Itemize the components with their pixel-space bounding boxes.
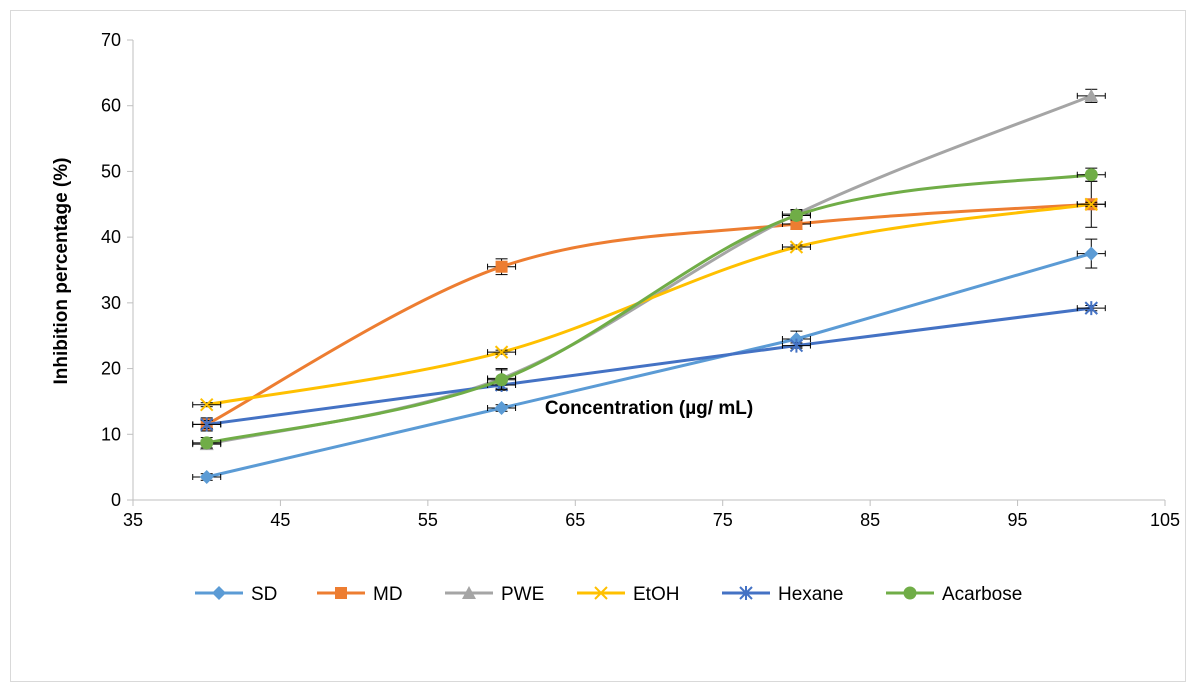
x-tick-label: 105 [1150,510,1180,530]
data-point [1084,88,1099,102]
x-tick-label: 45 [270,510,290,530]
series-line [205,94,1093,446]
legend-item-etoh: EtOH [577,584,679,605]
legend-swatch-marker [594,586,608,600]
legend-label: SD [251,584,277,605]
y-tick-label: 40 [101,227,121,247]
legend-swatch-marker [212,586,226,600]
data-point [495,260,508,273]
y-tick-label: 50 [101,161,121,181]
x-tick-label: 65 [565,510,585,530]
x-tick-label: 95 [1008,510,1028,530]
data-point [1084,168,1098,182]
chart-frame [10,10,1186,682]
y-tick-label: 0 [111,490,121,510]
series-line [205,202,1093,426]
legend-label: PWE [501,584,544,605]
legend-label: MD [373,584,403,605]
data-point [495,373,509,387]
data-point [789,240,804,254]
data-point [200,436,214,450]
series-layer [192,88,1106,484]
y-tick-label: 10 [101,424,121,444]
y-tick-label: 20 [101,359,121,379]
y-axis-title: Inhibition percentage (%) [51,158,72,385]
data-point [199,470,214,484]
series-pwe [192,88,1106,451]
x-tick-label: 75 [713,510,733,530]
axes: 0 10 20 30 40 50 60 70 35 45 55 65 75 85 95 105 [101,30,1180,530]
legend-swatch-marker [739,586,753,600]
legend-item-sd: SD [195,584,277,605]
legend-label: Hexane [778,584,844,605]
series-line [205,252,1093,479]
y-tick-label: 60 [101,96,121,116]
legend: SD MD PWE EtOH Hexane Acarbose [195,584,1022,605]
legend-label: EtOH [633,584,679,605]
data-point [1084,246,1099,261]
data-point [1084,301,1098,316]
data-point [200,398,214,412]
legend-swatch-marker [462,586,476,599]
data-point [494,345,509,359]
series-acarbose [192,167,1106,450]
series-line [205,173,1093,445]
y-tick-label: 70 [101,30,121,50]
series-sd [192,238,1106,484]
series-line [205,306,1093,426]
legend-item-pwe: PWE [445,584,544,605]
y-tick-label: 30 [101,293,121,313]
x-tick-label: 35 [123,510,143,530]
series-etoh [192,197,1106,412]
series-hexane [192,301,1106,432]
legend-item-hexane: Hexane [722,584,844,605]
legend-item-md: MD [317,584,403,605]
data-point [200,417,214,432]
data-point [494,401,509,415]
x-tick-label: 55 [418,510,438,530]
legend-swatch-marker [903,586,917,600]
legend-label: Acarbose [942,584,1022,605]
data-point [789,208,803,222]
legend-swatch-marker [335,587,347,599]
data-point [1084,197,1098,211]
series-line [205,202,1093,407]
x-tick-label: 85 [860,510,880,530]
data-point [789,338,804,353]
x-axis-title: Concentration (µg/ mL) [545,398,753,419]
legend-item-acarbose: Acarbose [886,584,1022,605]
